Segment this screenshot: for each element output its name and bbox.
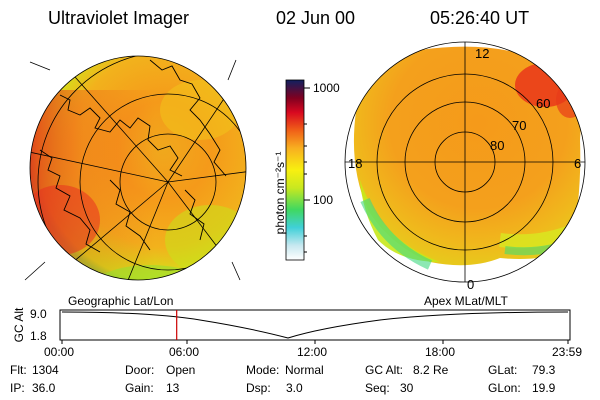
mlt-label-18: 18 — [348, 156, 363, 171]
glat-value: 79.3 — [532, 363, 556, 377]
gain-label: Gain: — [125, 381, 154, 395]
gain-value: 13 — [166, 381, 180, 395]
altitude-timeline — [59, 309, 571, 344]
mlt-label-0: 0 — [467, 277, 475, 292]
glon-value: 19.9 — [532, 381, 556, 395]
geographic-image — [24, 55, 247, 281]
ip-label: IP: — [10, 381, 25, 395]
colorbar-tick-100: 100 — [313, 193, 334, 207]
timeline-xtick-4: 23:59 — [552, 345, 583, 359]
seq-value: 30 — [400, 381, 414, 395]
date-label: 02 Jun 00 — [276, 8, 356, 28]
colorbar-tick-1000: 1000 — [313, 81, 340, 95]
geographic-label: Geographic Lat/Lon — [68, 294, 174, 308]
ip-value: 36.0 — [32, 381, 56, 395]
mode-label: Mode: — [246, 363, 280, 377]
glon-label: GLon: — [488, 381, 521, 395]
timeline-ytick-bottom: 1.8 — [30, 329, 47, 343]
dsp-label: Dsp: — [246, 381, 271, 395]
timeline-xtick-1: 06:00 — [169, 345, 200, 359]
time-label: 05:26:40 UT — [430, 8, 530, 28]
seq-label: Seq: — [365, 381, 390, 395]
apex-label: Apex MLat/MLT — [424, 294, 508, 308]
dsp-value: 3.0 — [286, 381, 303, 395]
timeline-xtick-3: 18:00 — [425, 345, 456, 359]
lat-label-70: 70 — [512, 118, 527, 133]
gcalt-label: GC Alt: — [365, 363, 404, 377]
timeline-ytick-top: 9.0 — [30, 307, 47, 321]
timeline-xtick-0: 00:00 — [44, 345, 75, 359]
door-label: Door: — [125, 363, 155, 377]
flt-value: 1304 — [32, 363, 59, 377]
timeline-xtick-2: 12:00 — [297, 345, 328, 359]
colorbar-unit-label: photon cm⁻²s⁻¹ — [273, 151, 287, 235]
mlt-label-6: 6 — [574, 156, 582, 171]
lat-label-60: 60 — [536, 96, 551, 111]
color-scale-bar — [285, 79, 310, 261]
app-title: Ultraviolet Imager — [48, 8, 190, 28]
mode-value: Normal — [285, 363, 324, 377]
mlt-label-12: 12 — [475, 46, 490, 61]
lat-label-80: 80 — [490, 138, 505, 153]
magnetic-image — [344, 41, 586, 283]
glat-label: GLat: — [488, 363, 518, 377]
gcalt-value: 8.2 Re — [413, 363, 449, 377]
timeline-ylabel: GC Alt — [12, 307, 26, 343]
flt-label: Flt: — [10, 363, 27, 377]
door-value: Open — [166, 363, 196, 377]
